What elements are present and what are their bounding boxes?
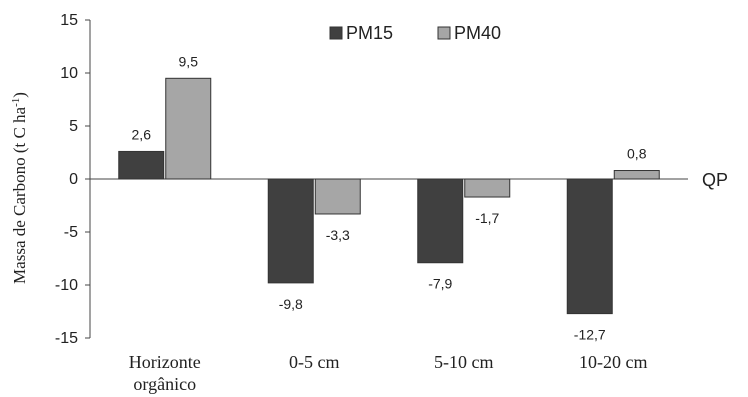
reference-line-label: QP [702,170,728,190]
legend: PM15 PM40 [329,23,501,43]
y-tick-label: 15 [60,12,78,29]
data-label: -3,3 [326,227,350,243]
bar-pm40 [464,178,511,198]
legend-label-pm40: PM40 [454,23,501,43]
bars [118,77,660,315]
y-tick-label: 5 [69,118,78,135]
data-labels: 2,6 9,5 -9,8 -3,3 -7,9 -1,7 -12,7 0,8 [132,53,647,342]
data-label: -7,9 [428,276,452,292]
legend-swatch-pm15 [329,26,343,40]
y-tick-label: 0 [69,171,78,188]
y-tick-label: -15 [55,330,78,347]
data-label: -12,7 [574,327,606,343]
bar-pm15 [267,178,314,284]
y-tick-label: 10 [60,65,78,82]
bar-pm15 [118,150,165,180]
legend-swatch-pm40 [437,26,451,40]
y-ticks: 15 10 5 0 -5 -10 -15 [55,12,90,347]
category-label: 0-5 cm [289,352,339,372]
bar-pm40 [165,77,212,180]
data-label: 9,5 [179,53,199,69]
y-tick-label: -5 [64,224,78,241]
legend-label-pm15: PM15 [346,23,393,43]
category-label: Horizonte orgânico [129,352,201,394]
bar-pm40 [314,178,361,215]
data-label: 2,6 [132,126,152,142]
category-label: 10-20 cm [579,352,647,372]
category-label: 5-10 cm [434,352,493,372]
bar-pm15 [566,178,613,315]
data-label: -1,7 [475,210,499,226]
y-tick-label: -10 [55,277,78,294]
bar-pm40 [613,170,660,180]
data-label: 0,8 [627,146,647,162]
bar-pm15 [417,178,464,264]
data-label: -9,8 [279,296,303,312]
y-axis-label: Massa de Carbono (t C ha-1) [10,92,29,284]
category-labels: Horizonte orgânico 0-5 cm 5-10 cm 10-20 cm [129,352,648,394]
